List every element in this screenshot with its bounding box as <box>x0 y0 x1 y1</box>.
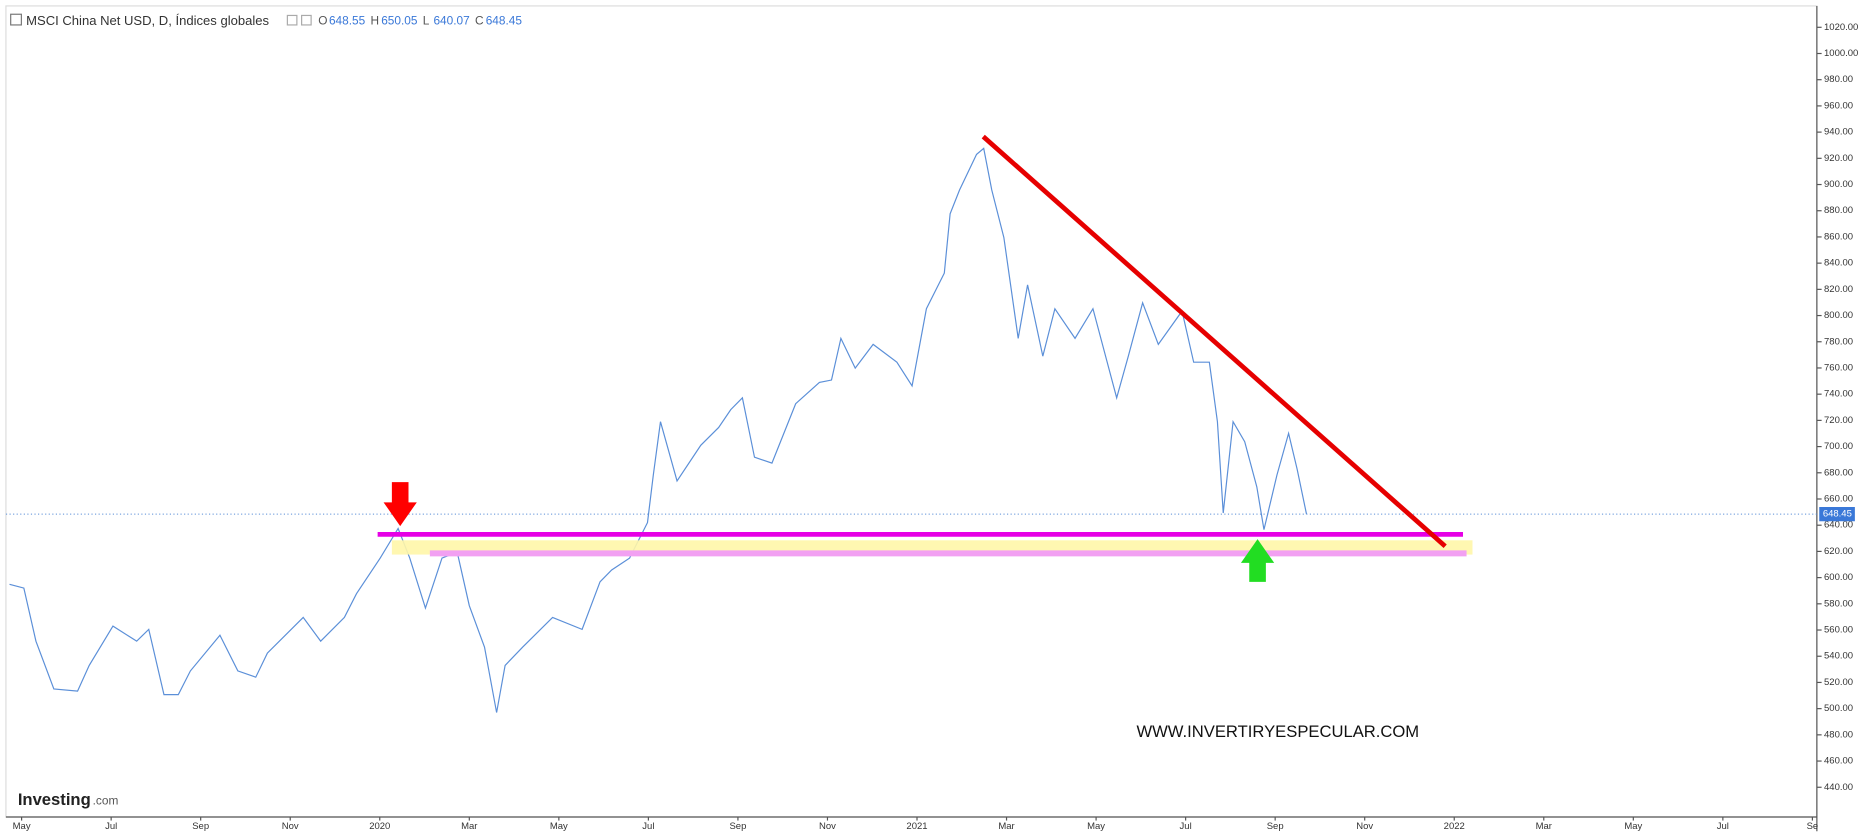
x-tick-label: 2021 <box>906 821 927 832</box>
icon[interactable] <box>286 14 298 26</box>
x-tick-label: Sep <box>729 821 746 832</box>
down-arrow <box>383 482 417 527</box>
y-tick-label: 440.00 <box>1824 782 1853 793</box>
icon[interactable] <box>301 14 312 26</box>
y-tick-label: 700.00 <box>1824 441 1853 452</box>
y-tick-label: 940.00 <box>1824 127 1853 138</box>
y-tick-label: 960.00 <box>1824 100 1853 111</box>
y-tick-label: 620.00 <box>1824 546 1853 557</box>
y-tick-label: 540.00 <box>1824 651 1853 662</box>
x-tick-label: 2022 <box>1444 821 1465 832</box>
logo-suffix: .com <box>93 794 119 808</box>
y-tick-label: 580.00 <box>1824 598 1853 609</box>
y-tick-label: 460.00 <box>1824 756 1853 767</box>
y-tick-label: 920.00 <box>1824 153 1853 164</box>
ohlc-value: 640.07 <box>433 14 469 28</box>
y-tick-label: 820.00 <box>1824 284 1853 295</box>
ohlc-key: O <box>318 14 327 28</box>
ohlc-value: 648.55 <box>329 14 366 28</box>
y-tick-label: 600.00 <box>1824 572 1853 583</box>
symbol-title: MSCI China Net USD, D, Índices globales <box>26 13 269 28</box>
y-tick-label: 480.00 <box>1824 729 1853 740</box>
price-line <box>9 147 1308 713</box>
x-tick-label: Mar <box>998 821 1014 832</box>
last-price-label: 648.45 <box>1823 509 1852 520</box>
y-tick-label: 860.00 <box>1824 231 1853 242</box>
up-arrow <box>1240 539 1275 582</box>
y-tick-label: 680.00 <box>1824 467 1853 478</box>
y-tick-label: 760.00 <box>1824 362 1853 373</box>
y-tick-label: 880.00 <box>1824 205 1853 216</box>
x-tick-label: Nov <box>1356 821 1373 832</box>
y-tick-label: 1000.00 <box>1824 48 1858 59</box>
y-tick-label: 500.00 <box>1824 703 1853 714</box>
trend-line <box>981 134 1447 549</box>
last-price-box <box>1819 507 1855 522</box>
y-tick-label: 840.00 <box>1824 258 1853 269</box>
ohlc-key: L <box>423 14 430 28</box>
y-tick-label: 660.00 <box>1824 494 1853 505</box>
collapse-icon[interactable] <box>10 13 22 26</box>
x-tick-label: Mar <box>461 821 477 832</box>
ohlc-value: 648.45 <box>486 14 523 28</box>
y-tick-label: 800.00 <box>1824 310 1853 321</box>
x-tick-label: Mar <box>1536 821 1552 832</box>
x-tick-label: Sep <box>1267 821 1284 832</box>
watermark: WWW.INVERTIRYESPECULAR.COM <box>1136 722 1419 741</box>
y-tick-label: 900.00 <box>1824 179 1853 190</box>
x-tick-label: Jul <box>1717 821 1729 832</box>
y-tick-label: 1020.00 <box>1824 22 1858 33</box>
x-tick-label: Se <box>1807 821 1819 832</box>
x-tick-label: Jul <box>1180 821 1192 832</box>
y-tick-label: 980.00 <box>1824 74 1853 85</box>
x-tick-label: Jul <box>642 821 654 832</box>
x-tick-label: May <box>13 821 31 832</box>
x-tick-label: May <box>1087 821 1105 832</box>
x-tick-label: Jul <box>105 821 117 832</box>
logo: Investing <box>18 790 91 809</box>
ohlc-key: H <box>371 14 380 28</box>
ohlc-key: C <box>475 14 484 28</box>
y-tick-label: 740.00 <box>1824 389 1853 400</box>
y-tick-label: 780.00 <box>1824 336 1853 347</box>
y-tick-label: 560.00 <box>1824 625 1853 636</box>
x-tick-label: Sep <box>192 821 209 832</box>
x-tick-label: May <box>1624 821 1642 832</box>
y-tick-label: 720.00 <box>1824 415 1853 426</box>
x-tick-label: Nov <box>819 821 836 832</box>
ohlc-value: 650.05 <box>381 14 418 28</box>
x-tick-label: Nov <box>282 821 299 832</box>
x-tick-label: 2020 <box>369 821 390 832</box>
x-tick-label: May <box>550 821 568 832</box>
y-tick-label: 640.00 <box>1824 520 1853 531</box>
y-tick-label: 520.00 <box>1824 677 1853 688</box>
